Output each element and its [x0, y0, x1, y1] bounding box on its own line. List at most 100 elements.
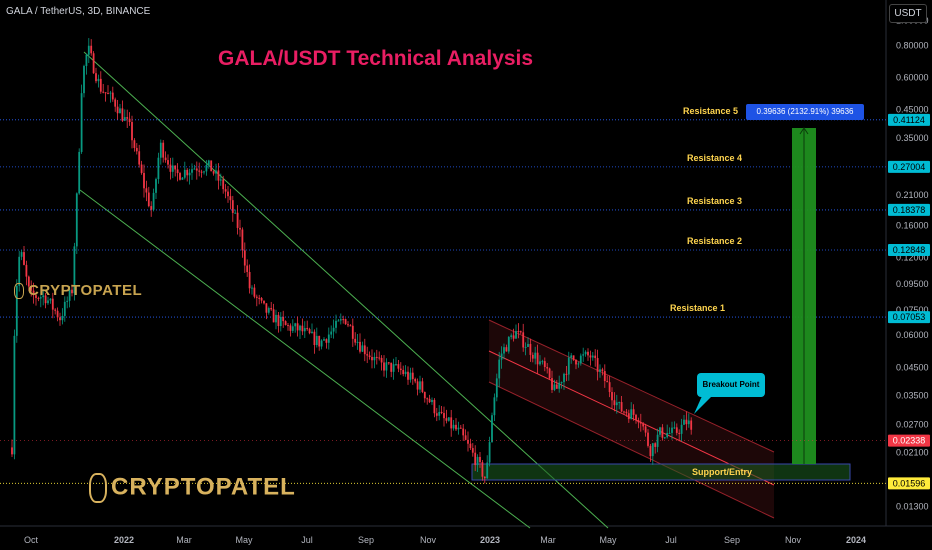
- y-tick-label: 0.02700: [896, 420, 929, 430]
- candle-body: [54, 309, 57, 311]
- candle-body: [138, 151, 141, 165]
- candle: [671, 421, 673, 440]
- candle-body: [119, 108, 121, 114]
- candle-body: [673, 427, 676, 429]
- candle-body: [83, 66, 85, 94]
- candle: [450, 409, 453, 437]
- candle-body: [200, 171, 203, 173]
- candle: [555, 380, 558, 389]
- candle-body: [385, 362, 388, 371]
- candle-body: [51, 298, 54, 310]
- candle-body: [217, 170, 220, 181]
- candle: [481, 459, 484, 481]
- candle: [347, 321, 349, 328]
- candle-body: [668, 432, 671, 434]
- candle: [505, 344, 508, 352]
- candle-body: [243, 250, 246, 266]
- candle: [47, 296, 49, 305]
- candle: [181, 176, 184, 180]
- candle: [471, 443, 474, 457]
- candle-body: [61, 315, 64, 321]
- candle: [68, 286, 71, 308]
- candle: [673, 421, 676, 429]
- candle-body: [522, 332, 525, 348]
- candle-body: [675, 427, 678, 433]
- candle: [543, 357, 546, 372]
- candle: [680, 418, 683, 442]
- candle: [97, 74, 100, 88]
- candle: [195, 161, 198, 180]
- candle-body: [450, 417, 453, 429]
- x-tick-label: Nov: [785, 535, 802, 545]
- candle-body: [683, 419, 685, 425]
- candle: [613, 392, 616, 412]
- candle-body: [495, 378, 498, 398]
- candle-body: [186, 169, 189, 176]
- candle-body: [623, 411, 625, 413]
- candle: [282, 310, 285, 328]
- candle-body: [126, 117, 129, 119]
- candle-body: [467, 439, 469, 444]
- candle-body: [102, 91, 105, 93]
- candle: [337, 319, 340, 322]
- candle-body: [176, 169, 179, 174]
- candle: [366, 346, 369, 364]
- candle-body: [275, 314, 277, 323]
- y-tick-label: 0.35000: [896, 133, 929, 143]
- candle: [217, 163, 220, 190]
- candle: [37, 296, 40, 302]
- candle: [63, 296, 66, 322]
- candle: [493, 393, 496, 422]
- watermark-small-text: CRYPTOPATEL: [28, 282, 143, 299]
- candle: [277, 311, 280, 333]
- candle-body: [23, 252, 25, 265]
- candle-body: [380, 357, 383, 363]
- candle-body: [553, 384, 556, 390]
- candle: [248, 264, 251, 294]
- candle: [469, 438, 472, 451]
- candle-body: [215, 170, 217, 174]
- candle-body: [195, 168, 198, 171]
- candle-body: [35, 295, 37, 298]
- candle-body: [462, 428, 465, 436]
- candle-body: [114, 99, 117, 107]
- candle-body: [594, 355, 597, 359]
- candle-body: [270, 308, 273, 310]
- candle-body: [56, 310, 59, 318]
- candle-body: [140, 164, 143, 173]
- candle: [409, 367, 412, 383]
- candle: [71, 284, 73, 297]
- candle-body: [291, 326, 294, 331]
- candle: [349, 324, 352, 327]
- candle-body: [174, 165, 177, 170]
- candle: [296, 316, 299, 337]
- candle-body: [311, 331, 313, 334]
- candle: [315, 327, 318, 348]
- trendline-lower: [79, 189, 531, 529]
- candle-body: [493, 397, 496, 416]
- candle: [164, 151, 167, 163]
- candle-body: [111, 92, 114, 100]
- candle-body: [143, 172, 145, 189]
- candle-body: [565, 373, 568, 375]
- candle: [491, 412, 493, 443]
- candle-body: [666, 432, 669, 438]
- resistance-price-tag: [888, 243, 930, 256]
- candle-body: [402, 370, 405, 375]
- y-tick-label: 0.09500: [896, 279, 929, 289]
- candle-body: [205, 164, 208, 172]
- x-tick-label: Jul: [665, 535, 677, 545]
- candle-body: [447, 417, 450, 421]
- resistance-price: 0.18378: [893, 205, 926, 215]
- candle-body: [294, 323, 297, 327]
- candle: [30, 280, 33, 297]
- currency-button[interactable]: USDT: [889, 4, 927, 23]
- candle: [83, 64, 85, 98]
- candle-body: [659, 427, 661, 435]
- candle: [515, 324, 517, 339]
- logo-icon: [89, 473, 107, 503]
- candle-body: [419, 381, 421, 390]
- candle: [325, 338, 328, 349]
- candle-body: [375, 356, 378, 358]
